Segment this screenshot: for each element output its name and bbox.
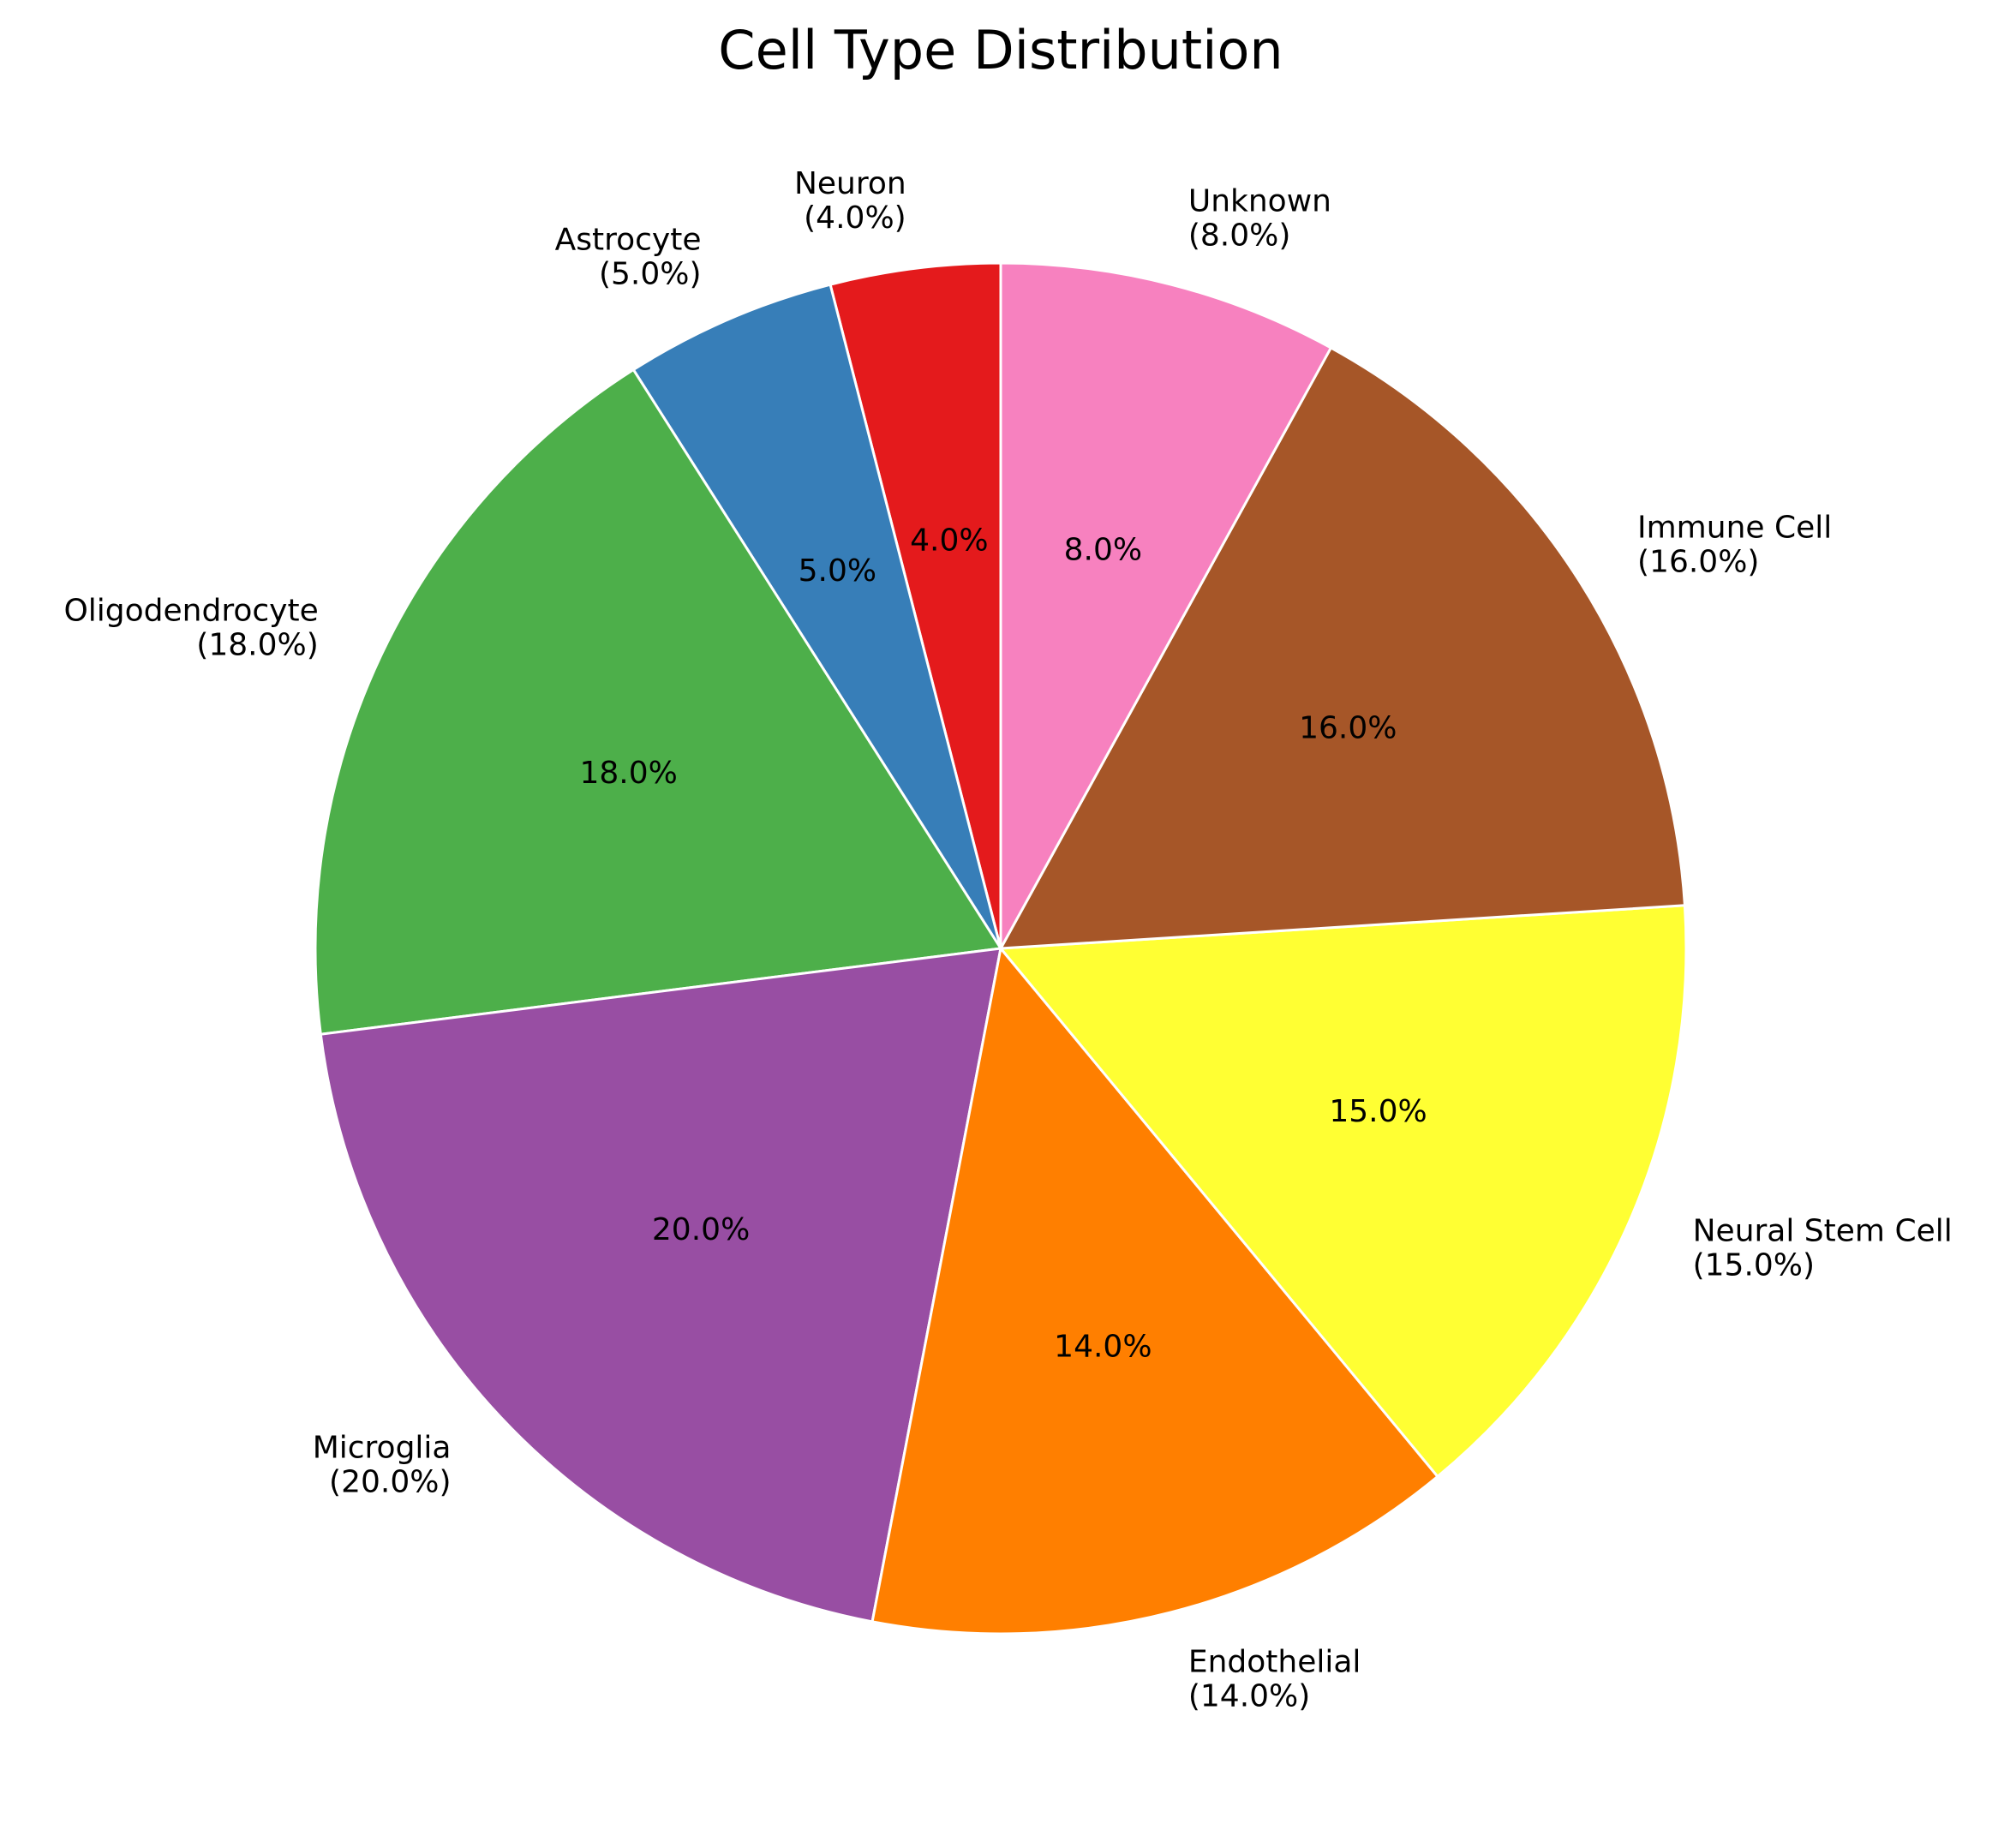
pie-slice-oligodendrocyte (314, 368, 1002, 1036)
pie-slices (314, 261, 1688, 1636)
outer-label-name-oligodendrocyte: Oligodendrocyte (63, 593, 318, 628)
slice-percent-labels: 4.0% 5.0% 18.0% 20.0% 14.0% 15.0% 16.0% 8.0% (579, 523, 1427, 1364)
slice-category-labels: Neuron (4.0%) Astrocyte (5.0%) Oligodendrocy… (63, 165, 1952, 1713)
outer-label-name-neural-stem-cell: Neural Stem Cell (1693, 1213, 1953, 1248)
outer-label-unknown: Unknown (8.0%) (1188, 183, 1331, 253)
pie-slice-neuron (829, 261, 1002, 950)
pct-label-immune-cell: 16.0% (1299, 710, 1397, 745)
outer-label-astrocyte: Astrocyte (5.0%) (555, 222, 702, 291)
pie-slice-immune-cell (999, 346, 1686, 950)
pie-slice-unknown (999, 261, 1332, 950)
pie-slice-astrocyte (631, 283, 1002, 950)
pie-slice-endothelial (870, 947, 1439, 1636)
pct-label-neuron: 4.0% (910, 523, 988, 558)
outer-label-name-immune-cell: Immune Cell (1637, 510, 1832, 545)
outer-label-microglia: Microglia (20.0%) (313, 1430, 452, 1499)
outer-label-name-endothelial: Endothelial (1188, 1644, 1361, 1679)
outer-label-neural-stem-cell: Neural Stem Cell (15.0%) (1693, 1213, 1953, 1283)
outer-label-endothelial: Endothelial (14.0%) (1188, 1644, 1361, 1713)
pct-label-astrocyte: 5.0% (799, 553, 876, 589)
outer-label-pct-microglia: (20.0%) (329, 1464, 451, 1499)
outer-label-oligodendrocyte: Oligodendrocyte (18.0%) (63, 593, 318, 662)
pie-slice-microglia (319, 947, 1002, 1624)
outer-label-pct-neural-stem-cell: (15.0%) (1693, 1247, 1815, 1283)
pct-label-microglia: 20.0% (652, 1212, 750, 1247)
outer-label-name-neuron: Neuron (794, 165, 906, 200)
pct-label-neural-stem-cell: 15.0% (1329, 1094, 1427, 1129)
pct-label-endothelial: 14.0% (1054, 1329, 1152, 1364)
pct-label-unknown: 8.0% (1064, 533, 1142, 568)
outer-label-name-unknown: Unknown (1188, 183, 1331, 218)
outer-label-name-astrocyte: Astrocyte (555, 222, 702, 257)
outer-label-pct-oligodendrocyte: (18.0%) (196, 627, 318, 662)
outer-label-pct-immune-cell: (16.0%) (1637, 544, 1759, 579)
outer-label-neuron: Neuron (4.0%) (794, 165, 906, 235)
outer-label-pct-endothelial: (14.0%) (1188, 1678, 1310, 1713)
outer-label-name-microglia: Microglia (313, 1430, 452, 1465)
outer-label-pct-astrocyte: (5.0%) (599, 256, 702, 291)
pct-label-oligodendrocyte: 18.0% (579, 756, 677, 791)
outer-label-pct-unknown: (8.0%) (1188, 218, 1291, 253)
outer-label-immune-cell: Immune Cell (16.0%) (1637, 510, 1832, 579)
chart-title: Cell Type Distribution (718, 19, 1283, 81)
pie-slice-neural-stem-cell (999, 904, 1688, 1478)
outer-label-pct-neuron: (4.0%) (804, 200, 906, 235)
